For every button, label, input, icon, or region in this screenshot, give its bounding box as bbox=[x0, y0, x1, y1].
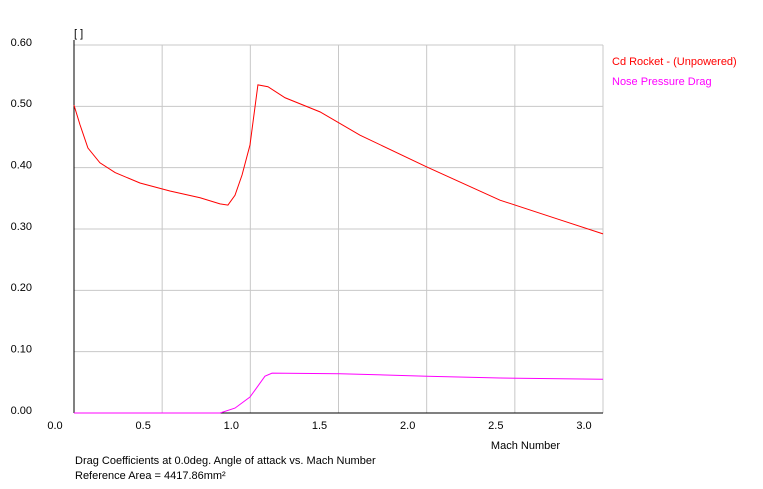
series-line bbox=[73, 84, 604, 235]
y-tick-label: 0.50 bbox=[11, 98, 32, 110]
x-tick-label: 1.5 bbox=[312, 420, 327, 432]
x-tick-label: 0.0 bbox=[47, 420, 62, 432]
x-axis-label: Mach Number bbox=[491, 440, 560, 452]
legend-entry: Nose Pressure Drag bbox=[612, 76, 712, 88]
x-tick-label: 2.5 bbox=[488, 420, 503, 432]
x-tick-label: 2.0 bbox=[400, 420, 415, 432]
footer-line: Reference Area = 4417.86mm² bbox=[75, 470, 226, 482]
series-line bbox=[74, 372, 604, 414]
legend-entry: Cd Rocket - (Unpowered) bbox=[612, 56, 737, 68]
footer-line: Drag Coefficients at 0.0deg. Angle of at… bbox=[75, 455, 376, 467]
y-axis-label: [ ] bbox=[74, 28, 83, 40]
y-tick-label: 0.20 bbox=[11, 282, 32, 294]
y-tick-label: 0.40 bbox=[11, 160, 32, 172]
y-tick-label: 0.10 bbox=[11, 344, 32, 356]
y-tick-label: 0.30 bbox=[11, 221, 32, 233]
y-tick-label: 0.60 bbox=[11, 37, 32, 49]
x-tick-label: 3.0 bbox=[576, 420, 591, 432]
x-tick-label: 1.0 bbox=[224, 420, 239, 432]
x-tick-label: 0.5 bbox=[136, 420, 151, 432]
y-tick-label: 0.00 bbox=[11, 405, 32, 417]
